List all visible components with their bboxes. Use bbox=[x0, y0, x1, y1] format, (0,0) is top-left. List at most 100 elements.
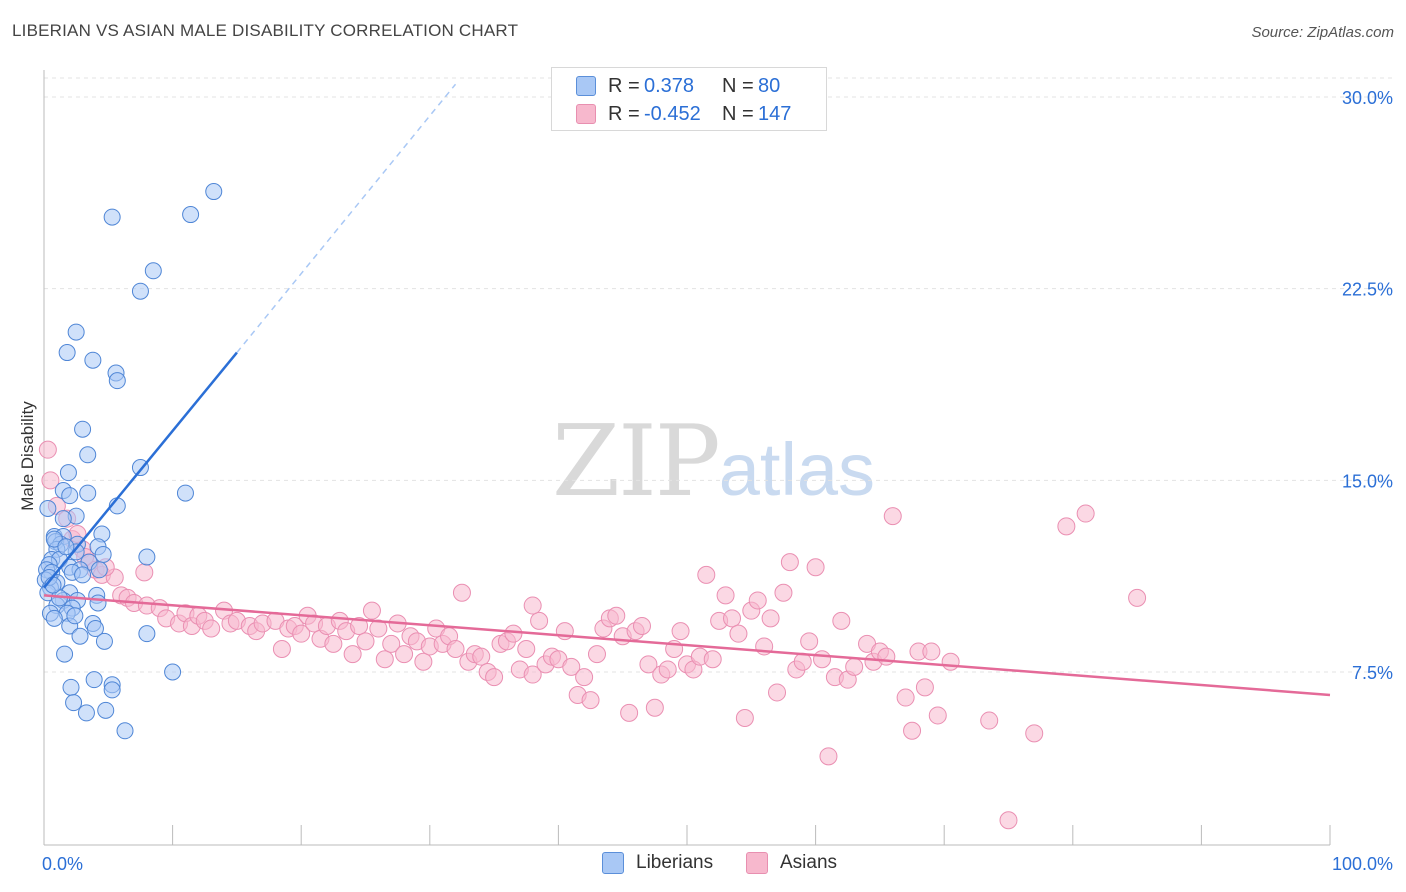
liberians-trendline bbox=[43, 351, 238, 589]
liberians-point bbox=[62, 678, 80, 696]
asians-point bbox=[581, 691, 600, 710]
liberians-point bbox=[89, 594, 107, 612]
asians-point bbox=[903, 721, 922, 740]
liberians-point bbox=[90, 561, 108, 579]
liberians-point bbox=[182, 206, 200, 224]
asians-point bbox=[877, 647, 896, 666]
asians-point bbox=[530, 611, 549, 630]
stats-legend: R = 0.378 N = 80 R = -0.452 N = 147 bbox=[551, 67, 827, 131]
asians-swatch bbox=[576, 104, 596, 124]
asians-point bbox=[716, 586, 735, 605]
liberians-point bbox=[66, 607, 84, 625]
liberians-point bbox=[97, 701, 115, 719]
liberians-point bbox=[94, 545, 112, 563]
asians-legend-swatch bbox=[746, 852, 768, 874]
asians-point bbox=[620, 703, 639, 722]
liberians-point bbox=[39, 499, 57, 517]
asians-point bbox=[38, 440, 57, 459]
asians-point bbox=[1057, 517, 1076, 536]
liberians-point bbox=[54, 510, 72, 528]
legend-item-liberians[interactable]: Liberians bbox=[602, 852, 713, 874]
asians-point bbox=[980, 711, 999, 730]
watermark-zip: ZIP bbox=[552, 405, 721, 519]
asians-trendline bbox=[43, 594, 1331, 697]
liberians-point bbox=[103, 208, 121, 226]
asians-point bbox=[362, 601, 381, 620]
asians-point bbox=[658, 660, 677, 679]
liberians-trendline-extension bbox=[236, 83, 457, 354]
x-tick-label: 100.0% bbox=[1332, 854, 1393, 874]
asians-point bbox=[202, 619, 221, 638]
asians-point bbox=[395, 645, 414, 664]
liberians-point bbox=[131, 282, 149, 300]
asians-point bbox=[639, 655, 658, 674]
liberians-point bbox=[138, 625, 156, 643]
liberians-swatch bbox=[576, 76, 596, 96]
liberians-legend-swatch bbox=[602, 852, 624, 874]
source-label: Source: ZipAtlas.com bbox=[1251, 24, 1394, 41]
watermark-atlas: atlas bbox=[718, 428, 876, 511]
asians-point bbox=[1025, 724, 1044, 743]
asians-point bbox=[135, 563, 154, 582]
asians-point bbox=[832, 611, 851, 630]
watermark: ZIPatlas bbox=[552, 405, 875, 519]
liberians-point bbox=[67, 323, 85, 341]
liberians-point bbox=[57, 538, 75, 556]
asians-point bbox=[780, 553, 799, 572]
asians-point bbox=[922, 642, 941, 661]
asians-point bbox=[587, 645, 606, 664]
asians-point bbox=[806, 558, 825, 577]
asians-point bbox=[883, 507, 902, 526]
liberians-point bbox=[45, 609, 63, 627]
liberians-point bbox=[116, 722, 134, 740]
legend-item-asians[interactable]: Asians bbox=[746, 852, 837, 874]
n-value: 147 bbox=[758, 102, 792, 125]
asians-point bbox=[350, 617, 369, 635]
asians-point bbox=[896, 688, 915, 707]
liberians-point bbox=[138, 548, 156, 566]
r-label: R = bbox=[608, 102, 640, 125]
liberians-point bbox=[85, 671, 103, 689]
asians-point bbox=[523, 665, 542, 684]
liberians-point bbox=[79, 446, 97, 464]
asians-point bbox=[915, 678, 934, 697]
asians-point bbox=[517, 640, 536, 658]
asians-point bbox=[375, 650, 394, 669]
asians-point bbox=[324, 634, 343, 653]
x-tick-label: 0.0% bbox=[42, 854, 83, 874]
asians-point bbox=[504, 624, 523, 643]
liberians-point bbox=[58, 344, 76, 362]
asians-point bbox=[671, 622, 690, 641]
asians-point bbox=[697, 565, 716, 584]
stats-row-asians: R = -0.452 N = 147 bbox=[576, 102, 791, 126]
y-tick-label: 30.0% bbox=[1342, 88, 1393, 108]
asians-point bbox=[774, 583, 793, 602]
asians-point bbox=[41, 471, 60, 490]
r-value: -0.452 bbox=[644, 102, 701, 125]
asians-point bbox=[813, 650, 832, 669]
asians-point bbox=[723, 609, 742, 628]
liberians-point bbox=[95, 632, 113, 650]
asians-point bbox=[485, 668, 504, 687]
liberians-point bbox=[59, 464, 77, 482]
asians-point bbox=[382, 634, 401, 653]
liberians-point bbox=[176, 484, 194, 502]
n-label: N = bbox=[722, 74, 754, 97]
y-tick-label: 7.5% bbox=[1352, 663, 1393, 683]
asians-point bbox=[800, 632, 819, 651]
asians-point bbox=[452, 583, 471, 602]
r-label: R = bbox=[608, 74, 640, 97]
n-value: 80 bbox=[758, 74, 781, 97]
asians-point bbox=[356, 632, 375, 651]
asians-point bbox=[632, 617, 651, 635]
liberians-point bbox=[144, 262, 162, 280]
legend-label: Asians bbox=[780, 852, 838, 873]
asians-point bbox=[575, 668, 594, 687]
liberians-point bbox=[61, 487, 79, 505]
asians-point bbox=[343, 645, 362, 664]
r-value: 0.378 bbox=[644, 74, 695, 97]
asians-point bbox=[446, 640, 465, 658]
liberians-point bbox=[79, 484, 97, 502]
asians-point bbox=[645, 698, 664, 717]
